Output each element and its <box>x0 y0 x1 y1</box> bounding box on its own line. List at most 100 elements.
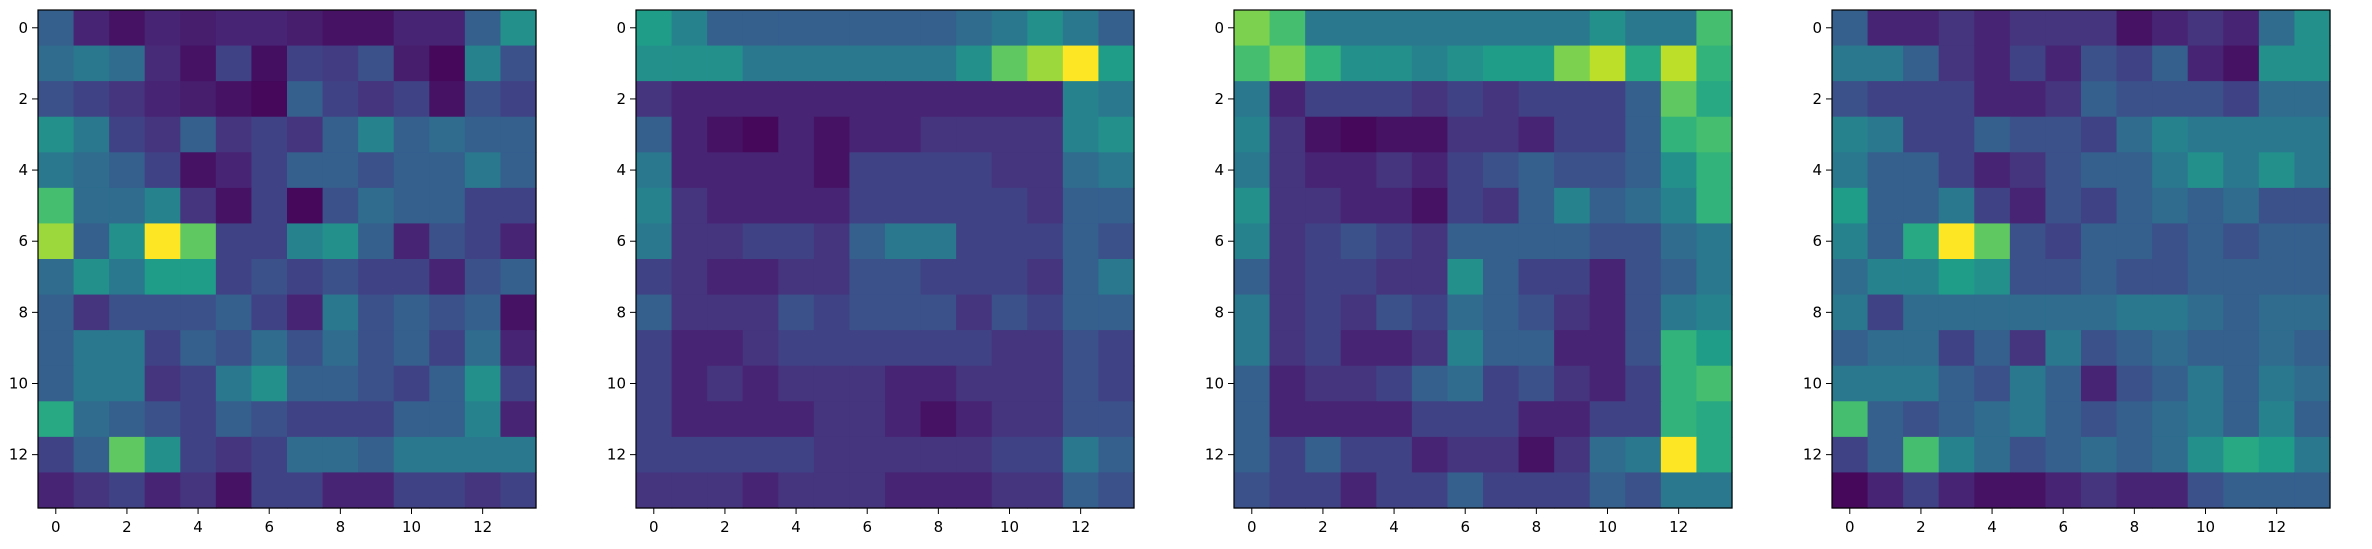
heatmap-cell <box>1411 401 1449 438</box>
heatmap-cell <box>2045 45 2082 82</box>
heatmap-cell <box>2294 81 2331 118</box>
heatmap-cell <box>180 152 217 189</box>
heatmap-cell <box>38 436 75 474</box>
heatmap-cell <box>144 45 181 82</box>
heatmap-cell <box>2294 472 2331 509</box>
heatmap-cell <box>2223 81 2260 118</box>
y-tick-label: 10 <box>607 375 626 393</box>
heatmap-cell <box>500 116 537 153</box>
heatmap-cell <box>429 365 466 402</box>
heatmap-cell <box>1411 223 1449 260</box>
heatmap-cell <box>920 294 957 331</box>
heatmap-cell <box>1376 294 1413 331</box>
heatmap-cell <box>636 10 673 47</box>
heatmap-cell <box>1589 45 1626 82</box>
heatmap-cell <box>393 45 430 82</box>
heatmap-cell <box>1483 116 1520 153</box>
heatmap-cell <box>464 45 502 82</box>
heatmap-cell <box>1027 10 1064 47</box>
heatmap-cell <box>2009 472 2047 509</box>
heatmap-cell <box>1589 223 1626 260</box>
heatmap-cell <box>1938 187 1975 225</box>
heatmap-cell <box>1903 223 1940 260</box>
heatmap-cell <box>1483 365 1520 402</box>
heatmap-cell <box>1625 259 1662 296</box>
heatmap-cell <box>1589 436 1626 474</box>
heatmap-cell <box>1660 294 1698 331</box>
heatmap-cell <box>1027 294 1064 331</box>
heatmap-cell <box>322 223 359 260</box>
heatmap-cell <box>2152 152 2189 189</box>
heatmap-cell <box>2045 81 2082 118</box>
heatmap-cell <box>2258 223 2296 260</box>
heatmap-cell <box>1625 436 1662 474</box>
heatmap-cell <box>956 401 993 438</box>
heatmap-cell <box>1903 10 1940 47</box>
heatmap-cell <box>180 259 217 296</box>
axes-frame <box>635 9 1135 509</box>
heatmap-cell <box>2116 330 2153 367</box>
heatmap-cell <box>73 10 110 47</box>
heatmap-cell <box>885 436 922 474</box>
heatmap-cell <box>1518 259 1555 296</box>
heatmap-cell <box>1062 365 1100 402</box>
heatmap-cell <box>1098 259 1135 296</box>
heatmap-cell <box>464 116 502 153</box>
heatmap-cell <box>707 187 744 225</box>
heatmap-cell <box>1938 10 1975 47</box>
heatmap-cell <box>742 116 779 153</box>
heatmap-cell <box>500 187 537 225</box>
heatmap-cell <box>1376 259 1413 296</box>
heatmap-cell <box>429 472 466 509</box>
heatmap-cell <box>1518 472 1555 509</box>
heatmap-cell <box>956 45 993 82</box>
heatmap-cell <box>1305 436 1342 474</box>
heatmap-cell <box>1974 294 2011 331</box>
heatmap-cell <box>636 294 673 331</box>
heatmap-cell <box>1098 45 1135 82</box>
heatmap-cell <box>1305 223 1342 260</box>
heatmap-cell <box>742 294 779 331</box>
heatmap-cell <box>2045 187 2082 225</box>
heatmap-cell <box>636 223 673 260</box>
heatmap-panel-1: 0 2 4 6 8 10 12 0 2 4 6 8 10 12 <box>9 9 537 536</box>
heatmap-cell <box>215 259 253 296</box>
heatmap-cell <box>1376 436 1413 474</box>
heatmap-cell <box>2187 401 2224 438</box>
heatmap-cell <box>1269 81 1306 118</box>
heatmap-cell <box>38 81 75 118</box>
heatmap-cell <box>885 294 922 331</box>
heatmap-cell <box>671 436 708 474</box>
heatmap-cell <box>956 294 993 331</box>
heatmap-cell <box>991 223 1028 260</box>
heatmap-cell <box>1305 10 1342 47</box>
heatmap-cell <box>1305 45 1342 82</box>
heatmap-cell <box>2081 401 2118 438</box>
heatmap-cell <box>393 294 430 331</box>
heatmap-cell <box>287 116 324 153</box>
heatmap-cell <box>1660 472 1698 509</box>
heatmap-cell <box>1483 472 1520 509</box>
heatmap-cell <box>73 294 110 331</box>
heatmap-cell <box>956 365 993 402</box>
heatmap-cell <box>1832 259 1869 296</box>
heatmap-cell <box>1696 45 1733 82</box>
y-tick-label: 8 <box>1214 303 1224 321</box>
heatmap-cell <box>1098 472 1135 509</box>
heatmap-cell <box>1062 472 1100 509</box>
heatmap-cell <box>1518 10 1555 47</box>
heatmap-cell <box>885 10 922 47</box>
heatmap-cell <box>429 152 466 189</box>
heatmap-cell <box>1903 294 1940 331</box>
heatmap-cell <box>358 401 395 438</box>
heatmap-cell <box>322 294 359 331</box>
heatmap-cell <box>393 81 430 118</box>
heatmap-cell <box>1340 187 1377 225</box>
heatmap-cell <box>144 259 181 296</box>
heatmap-cell <box>322 330 359 367</box>
heatmap-cell <box>215 10 253 47</box>
heatmap-cell <box>1411 330 1449 367</box>
heatmap-cell <box>358 116 395 153</box>
heatmap-cell <box>2081 187 2118 225</box>
